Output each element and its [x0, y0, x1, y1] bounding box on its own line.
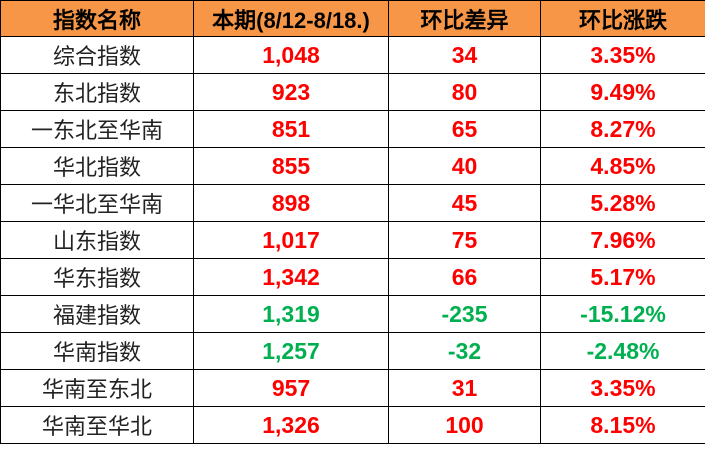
header-current-period: 本期(8/12-8/18.)	[193, 0, 389, 37]
current-value-cell: 855	[193, 147, 389, 185]
index-name-cell: 山东指数	[0, 221, 194, 259]
current-value-cell: 1,326	[193, 406, 389, 444]
header-index-name: 指数名称	[0, 0, 194, 37]
table-row: 华南至华北 1,326 100 8.15%	[0, 406, 705, 444]
table-row: 华南指数 1,257 -32 -2.48%	[0, 332, 705, 370]
index-name-cell: 华南至华北	[0, 406, 194, 444]
current-value-cell: 898	[193, 184, 389, 222]
pct-change-cell: 9.49%	[540, 73, 705, 111]
pct-change-cell: -15.12%	[540, 295, 705, 333]
index-name-cell: 一华北至华南	[0, 184, 194, 222]
table-row: 华北指数 855 40 4.85%	[0, 147, 705, 185]
table-row: 综合指数 1,048 34 3.35%	[0, 36, 705, 74]
current-value-cell: 1,048	[193, 36, 389, 74]
diff-cell: 40	[388, 147, 541, 185]
diff-cell: 65	[388, 110, 541, 148]
diff-cell: 80	[388, 73, 541, 111]
current-value-cell: 851	[193, 110, 389, 148]
pct-change-cell: 3.35%	[540, 369, 705, 407]
diff-cell: -32	[388, 332, 541, 370]
table-row: 一华北至华南 898 45 5.28%	[0, 184, 705, 222]
current-value-cell: 957	[193, 369, 389, 407]
diff-cell: -235	[388, 295, 541, 333]
table-row: 华南至东北 957 31 3.35%	[0, 369, 705, 407]
index-name-cell: 福建指数	[0, 295, 194, 333]
header-pct-change: 环比涨跌	[540, 0, 705, 37]
pct-change-cell: 4.85%	[540, 147, 705, 185]
table-row: 一东北至华南 851 65 8.27%	[0, 110, 705, 148]
diff-cell: 75	[388, 221, 541, 259]
current-value-cell: 1,257	[193, 332, 389, 370]
diff-cell: 100	[388, 406, 541, 444]
index-name-cell: 华南指数	[0, 332, 194, 370]
diff-cell: 31	[388, 369, 541, 407]
diff-cell: 34	[388, 36, 541, 74]
current-value-cell: 1,017	[193, 221, 389, 259]
table-row: 华东指数 1,342 66 5.17%	[0, 258, 705, 296]
header-row: 指数名称 本期(8/12-8/18.) 环比差异 环比涨跌	[0, 0, 705, 37]
pct-change-cell: 3.35%	[540, 36, 705, 74]
index-name-cell: 一东北至华南	[0, 110, 194, 148]
current-value-cell: 1,319	[193, 295, 389, 333]
pct-change-cell: 8.15%	[540, 406, 705, 444]
freight-index-table: 指数名称 本期(8/12-8/18.) 环比差异 环比涨跌 综合指数 1,048 3…	[0, 0, 705, 444]
index-name-cell: 东北指数	[0, 73, 194, 111]
diff-cell: 66	[388, 258, 541, 296]
index-name-cell: 华南至东北	[0, 369, 194, 407]
pct-change-cell: -2.48%	[540, 332, 705, 370]
diff-cell: 45	[388, 184, 541, 222]
pct-change-cell: 8.27%	[540, 110, 705, 148]
pct-change-cell: 5.28%	[540, 184, 705, 222]
current-value-cell: 923	[193, 73, 389, 111]
header-diff: 环比差异	[388, 0, 541, 37]
pct-change-cell: 5.17%	[540, 258, 705, 296]
table-row: 东北指数 923 80 9.49%	[0, 73, 705, 111]
index-name-cell: 综合指数	[0, 36, 194, 74]
index-name-cell: 华北指数	[0, 147, 194, 185]
index-name-cell: 华东指数	[0, 258, 194, 296]
current-value-cell: 1,342	[193, 258, 389, 296]
pct-change-cell: 7.96%	[540, 221, 705, 259]
table-row: 山东指数 1,017 75 7.96%	[0, 221, 705, 259]
table-row: 福建指数 1,319 -235 -15.12%	[0, 295, 705, 333]
